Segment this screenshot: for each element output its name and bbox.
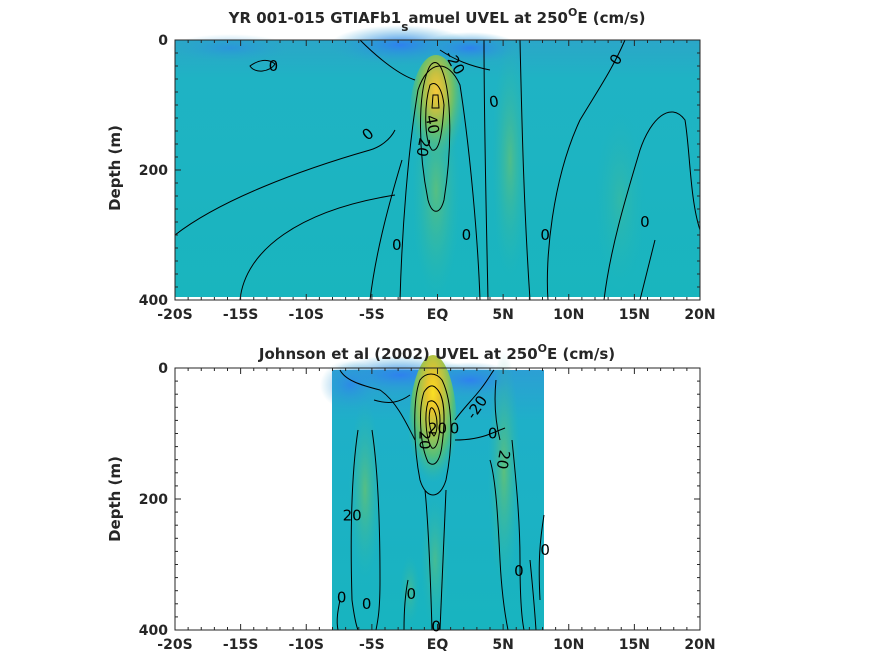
contour-label: 0	[640, 213, 650, 231]
contour-label: 20	[428, 419, 447, 437]
x-tick-label: -10S	[289, 307, 324, 323]
contour-label: 0	[392, 236, 402, 254]
y-tick-label: 400	[139, 293, 168, 309]
x-tick-label: 20N	[684, 637, 715, 653]
x-tick-label: -20S	[157, 307, 192, 323]
y-tick-label: 400	[139, 623, 168, 639]
x-tick-label: -10S	[289, 637, 324, 653]
x-tick-label: EQ	[427, 307, 449, 323]
x-tick-label: -15S	[223, 307, 258, 323]
contour-label: 0	[540, 226, 550, 244]
contour-label: 20	[415, 431, 433, 450]
x-tick-label: -20S	[157, 637, 192, 653]
y-tick-label: 0	[158, 33, 168, 49]
contour-label: 0	[488, 425, 498, 443]
contour-label: 20	[343, 506, 362, 524]
x-tick-label: 10N	[553, 637, 584, 653]
y-tick-label: 200	[139, 492, 168, 508]
x-tick-label: 10N	[553, 307, 584, 323]
bottom-y-axis-label: Depth (m)	[106, 456, 124, 542]
contour-label: 0	[514, 562, 524, 580]
contour-label: 0	[406, 585, 416, 603]
top-chart-title: YR 001-015 GTIAFb1samuel UVEL at 250OE (…	[228, 6, 646, 34]
bottom-chart-title: Johnson et al (2002) UVEL at 250OE (cm/s…	[258, 342, 615, 363]
x-tick-label: 5N	[492, 307, 513, 323]
top-y-axis-label: Depth (m)	[106, 125, 124, 211]
contour-label: 0	[269, 57, 279, 75]
contour-label: 0	[488, 92, 501, 111]
x-tick-label: 5N	[492, 637, 513, 653]
contour-label: 0	[362, 595, 372, 613]
contour-label: 20	[413, 136, 434, 158]
contour-label: 0	[462, 226, 472, 244]
y-tick-label: 200	[139, 163, 168, 179]
x-tick-label: 15N	[619, 637, 650, 653]
contour-label: 20	[493, 449, 514, 471]
y-tick-label: 0	[158, 361, 168, 377]
bottom-contours	[336, 369, 545, 631]
contour-label: 40	[422, 114, 443, 136]
x-tick-label: 20N	[684, 307, 715, 323]
contour-label: 0	[337, 588, 347, 606]
bottom-field	[320, 350, 544, 630]
x-tick-label: -5S	[359, 307, 385, 323]
contour-label: 0	[431, 618, 441, 636]
top-contours	[174, 39, 701, 301]
x-tick-label: -15S	[223, 637, 258, 653]
x-tick-label: EQ	[427, 637, 449, 653]
x-tick-label: 15N	[619, 307, 650, 323]
contour-label: 0	[540, 541, 550, 559]
x-tick-label: -5S	[359, 637, 385, 653]
contour-label: 0	[450, 419, 460, 437]
